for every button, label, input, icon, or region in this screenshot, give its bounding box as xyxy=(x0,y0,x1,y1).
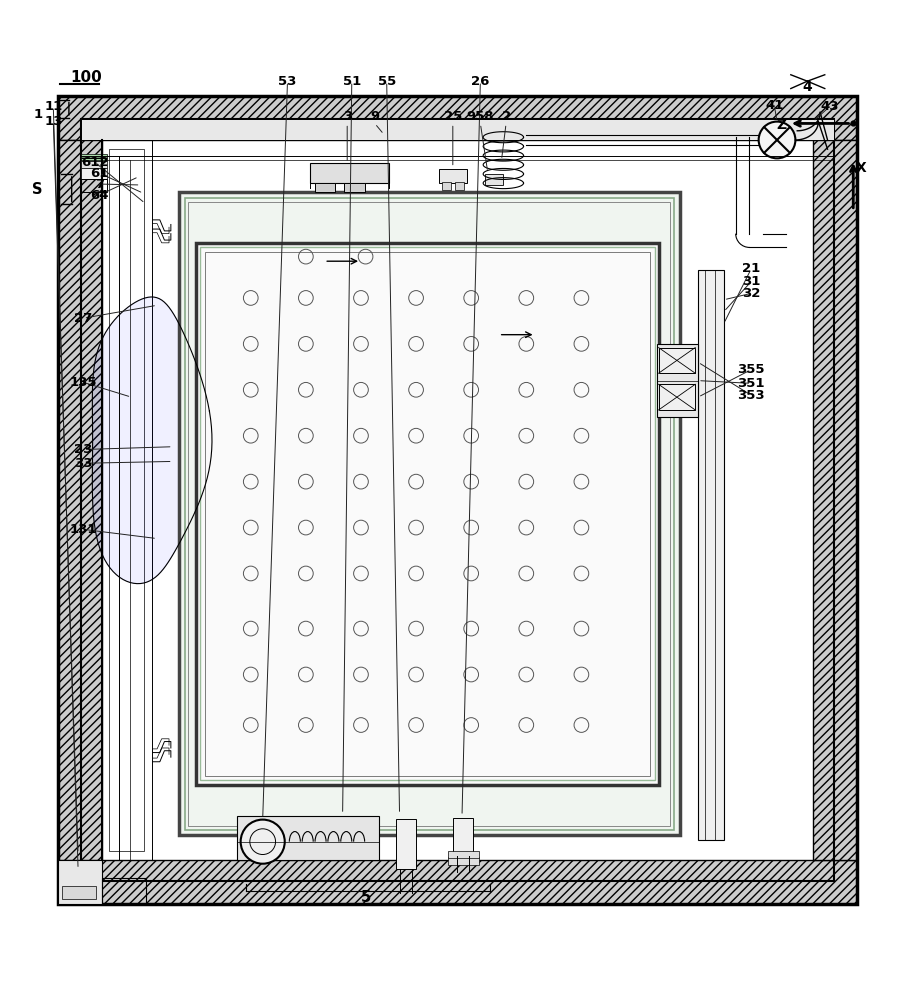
Text: 21: 21 xyxy=(742,262,760,275)
Bar xyxy=(813,140,857,860)
Bar xyxy=(58,96,857,904)
Bar xyxy=(439,169,467,183)
Text: 51: 51 xyxy=(343,75,361,88)
Bar xyxy=(102,140,152,860)
Text: S: S xyxy=(32,182,43,197)
Text: 4: 4 xyxy=(802,80,812,94)
Bar xyxy=(188,202,671,826)
Bar xyxy=(58,96,857,140)
Text: 43: 43 xyxy=(821,100,839,113)
Bar xyxy=(442,182,451,190)
Bar xyxy=(102,878,146,904)
Text: 351: 351 xyxy=(737,377,765,390)
Text: 100: 100 xyxy=(70,70,102,85)
Text: 11: 11 xyxy=(44,100,63,113)
Bar xyxy=(659,384,695,410)
Text: 27: 27 xyxy=(75,312,92,325)
Text: 135: 135 xyxy=(70,376,97,389)
Bar xyxy=(58,140,102,860)
Text: 33: 33 xyxy=(74,457,92,470)
Bar xyxy=(185,198,675,830)
Bar xyxy=(205,252,650,776)
Bar xyxy=(201,247,655,780)
Text: 31: 31 xyxy=(742,275,760,288)
Bar xyxy=(657,344,698,417)
Bar xyxy=(448,857,480,865)
Bar xyxy=(315,183,335,192)
Text: 7: 7 xyxy=(94,178,103,191)
Bar xyxy=(453,818,473,856)
Bar xyxy=(395,819,416,869)
Text: 64: 64 xyxy=(90,189,108,202)
Text: 131: 131 xyxy=(70,523,97,536)
Bar xyxy=(80,119,834,881)
Bar xyxy=(345,183,365,192)
Polygon shape xyxy=(92,297,212,584)
Bar xyxy=(485,174,504,185)
Text: 25: 25 xyxy=(444,110,462,123)
Text: 13: 13 xyxy=(44,115,63,128)
Bar xyxy=(659,348,695,373)
Text: Z: Z xyxy=(776,118,786,132)
Bar xyxy=(196,243,660,785)
Bar xyxy=(698,270,723,840)
Text: 26: 26 xyxy=(471,75,490,88)
Bar xyxy=(310,163,388,183)
Bar xyxy=(179,192,680,835)
Text: 353: 353 xyxy=(737,389,765,402)
Text: 1: 1 xyxy=(33,108,43,121)
Bar xyxy=(58,860,857,904)
Text: 3: 3 xyxy=(343,110,352,123)
Text: X: X xyxy=(857,161,867,175)
Bar xyxy=(109,149,144,851)
Text: 958: 958 xyxy=(467,110,494,123)
Text: 55: 55 xyxy=(378,75,395,88)
Bar xyxy=(62,886,96,899)
Bar xyxy=(80,179,106,192)
Bar xyxy=(80,161,106,168)
Text: 32: 32 xyxy=(742,287,760,300)
Bar xyxy=(80,168,106,179)
Text: 612: 612 xyxy=(81,156,108,169)
Bar xyxy=(58,860,102,904)
Text: 5: 5 xyxy=(360,890,371,905)
Circle shape xyxy=(759,122,796,158)
Bar xyxy=(237,816,380,860)
Bar xyxy=(80,154,106,161)
Text: 23: 23 xyxy=(75,443,92,456)
Text: 41: 41 xyxy=(765,99,784,112)
Circle shape xyxy=(240,820,285,864)
Text: 53: 53 xyxy=(278,75,297,88)
Bar xyxy=(448,851,480,858)
Bar xyxy=(80,119,834,140)
Text: 61: 61 xyxy=(90,167,108,180)
Text: 355: 355 xyxy=(737,363,765,376)
Text: 2: 2 xyxy=(502,110,511,123)
Text: 9: 9 xyxy=(371,110,380,123)
Bar xyxy=(455,182,464,190)
